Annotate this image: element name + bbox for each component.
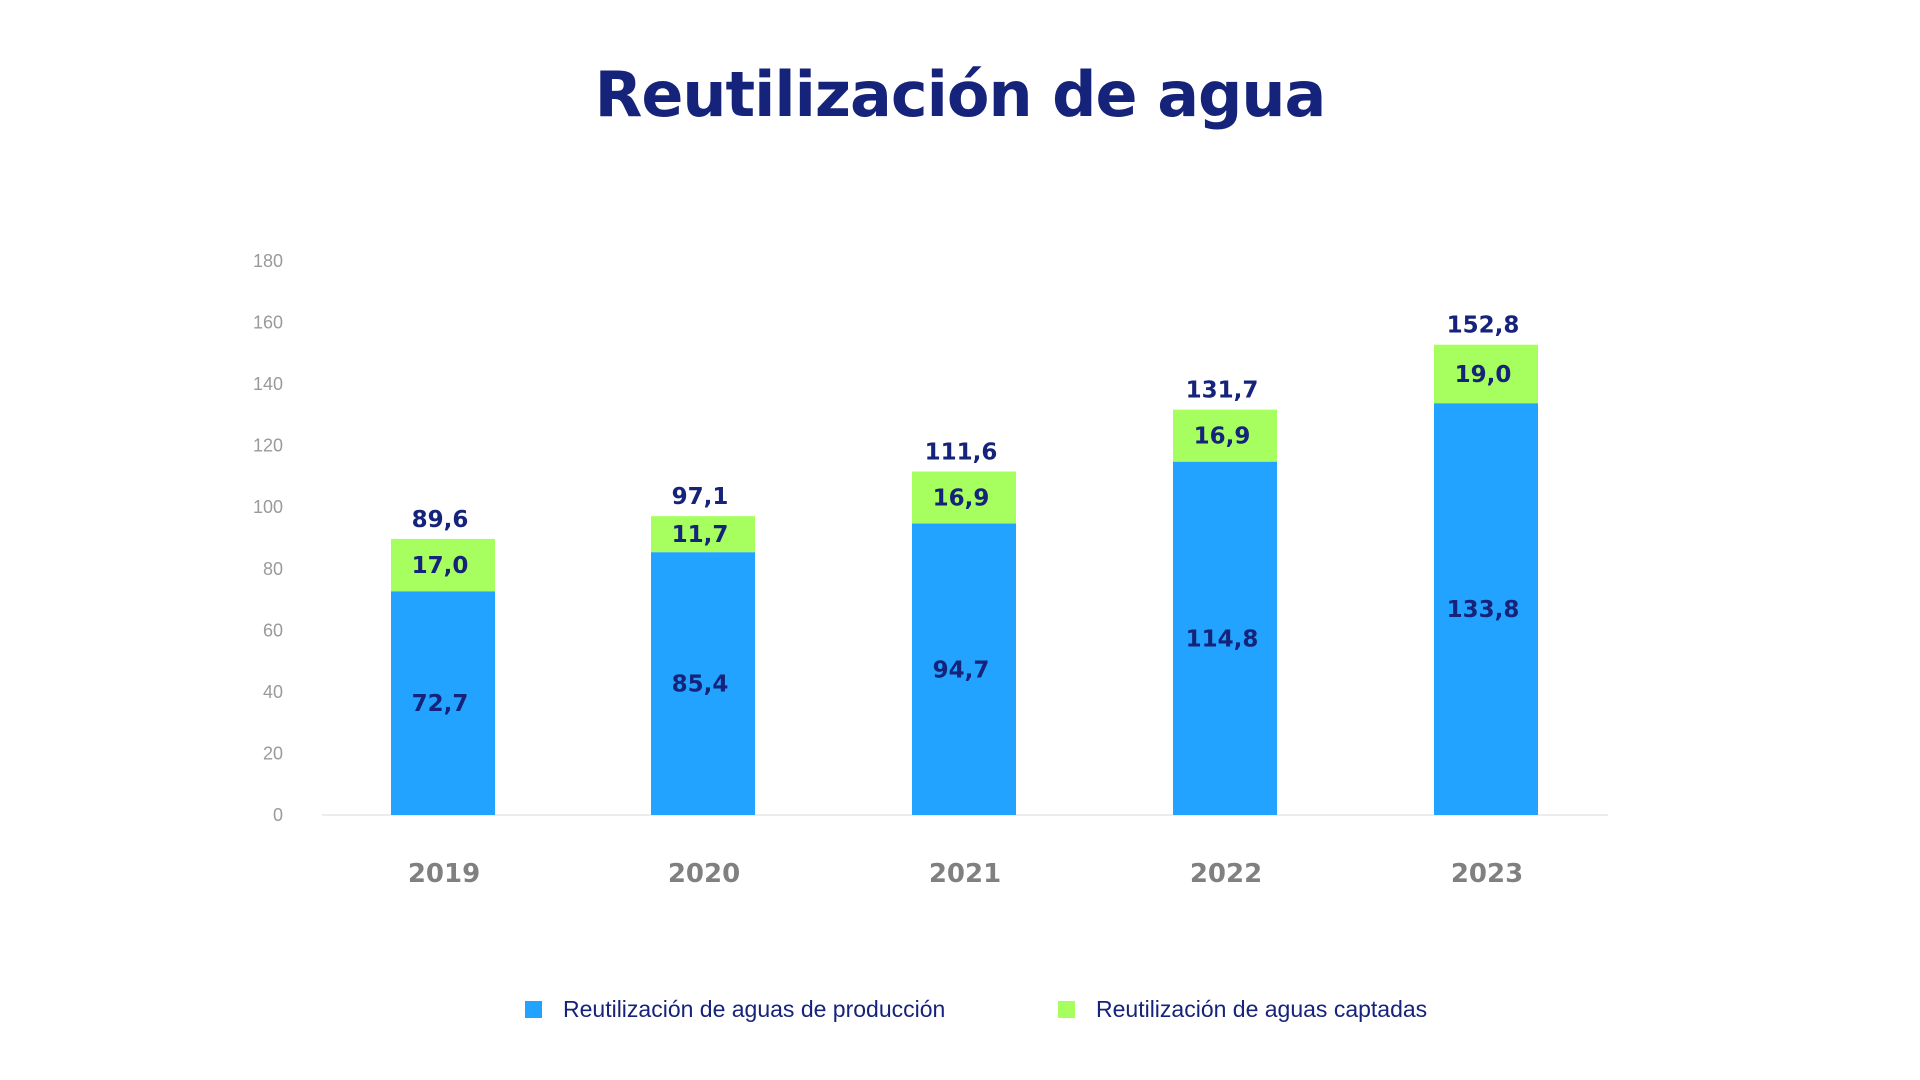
y-axis: 0 20 40 60 80 100 120 140 160 180 bbox=[253, 251, 283, 825]
legend-swatch-produccion bbox=[525, 1001, 542, 1018]
legend: Reutilización de aguas de producción Reu… bbox=[0, 996, 1920, 1036]
data-label-2020-series-0: 85,4 bbox=[672, 672, 729, 698]
bar-2022-series-0 bbox=[1173, 461, 1277, 815]
y-tick-label-60: 60 bbox=[263, 620, 283, 640]
y-tick-label-40: 40 bbox=[263, 682, 283, 702]
bar-2022-series-1 bbox=[1173, 409, 1277, 462]
bar-2023-series-1 bbox=[1434, 344, 1538, 404]
data-label-2022-series-1: 16,9 bbox=[1194, 424, 1251, 450]
y-tick-label-180: 180 bbox=[253, 251, 283, 271]
x-tick-label-2020: 2020 bbox=[668, 859, 740, 889]
y-tick-label-80: 80 bbox=[263, 559, 283, 579]
bars-group: 72,7 17,0 89,6 85,4 11,7 97,1 94,7 16,9 111,6 114… bbox=[391, 313, 1538, 815]
bar-2023-series-0 bbox=[1434, 403, 1538, 815]
total-label-2021: 111,6 bbox=[925, 440, 998, 466]
y-tick-label-0: 0 bbox=[273, 805, 283, 825]
x-tick-label-2023: 2023 bbox=[1451, 859, 1523, 889]
y-tick-label-140: 140 bbox=[253, 374, 283, 394]
y-tick-label-100: 100 bbox=[253, 497, 283, 517]
legend-item-captadas: Reutilización de aguas captadas bbox=[1058, 996, 1427, 1023]
y-tick-label-120: 120 bbox=[253, 436, 283, 456]
x-tick-label-2022: 2022 bbox=[1190, 859, 1262, 889]
x-tick-label-2021: 2021 bbox=[929, 859, 1001, 889]
legend-label-captadas: Reutilización de aguas captadas bbox=[1096, 996, 1428, 1022]
data-label-2023-series-1: 19,0 bbox=[1455, 362, 1512, 388]
y-tick-label-20: 20 bbox=[263, 743, 283, 763]
data-label-2019-series-0: 72,7 bbox=[412, 691, 469, 717]
data-label-2023-series-0: 133,8 bbox=[1447, 597, 1520, 623]
x-tick-label-2019: 2019 bbox=[408, 859, 480, 889]
total-label-2022: 131,7 bbox=[1186, 378, 1259, 404]
y-tick-label-160: 160 bbox=[253, 313, 283, 333]
total-label-2020: 97,1 bbox=[672, 484, 729, 510]
chart-title: Reutilización de agua bbox=[594, 58, 1327, 131]
data-label-2021-series-0: 94,7 bbox=[933, 657, 990, 683]
bar-2019-series-1 bbox=[391, 538, 495, 592]
bar-2021-series-0 bbox=[912, 523, 1016, 815]
total-label-2023: 152,8 bbox=[1447, 313, 1520, 339]
legend-swatch-captadas bbox=[1058, 1001, 1075, 1018]
data-label-2022-series-0: 114,8 bbox=[1186, 626, 1259, 652]
data-label-2021-series-1: 16,9 bbox=[933, 486, 990, 512]
data-label-2020-series-1: 11,7 bbox=[672, 522, 729, 548]
bar-2020-series-1 bbox=[651, 516, 755, 553]
bar-2020-series-0 bbox=[651, 552, 755, 815]
bar-2019-series-0 bbox=[391, 591, 495, 815]
total-label-2019: 89,6 bbox=[412, 507, 469, 533]
data-label-2019-series-1: 17,0 bbox=[412, 553, 469, 579]
x-axis: 2019 2020 2021 2022 2023 bbox=[408, 859, 1523, 889]
legend-label-produccion: Reutilización de aguas de producción bbox=[563, 996, 946, 1022]
legend-item-produccion: Reutilización de aguas de producción bbox=[525, 996, 945, 1023]
bar-2021-series-1 bbox=[912, 471, 1016, 524]
